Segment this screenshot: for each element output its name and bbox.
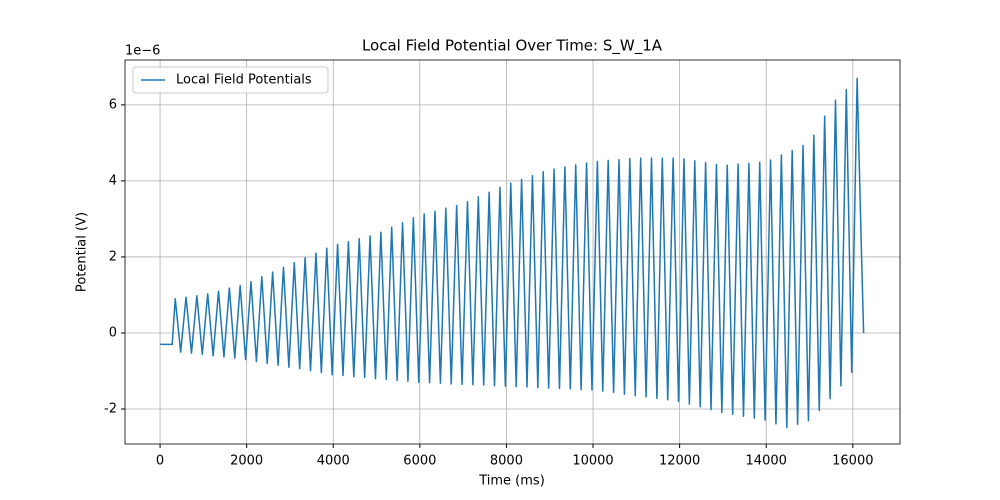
legend-box — [132, 66, 329, 94]
x-tick-label: 8000 — [490, 454, 523, 469]
y-tick-label: 2 — [109, 249, 117, 264]
chart-title: Local Field Potential Over Time: S_W_1A — [362, 37, 663, 56]
x-tick-label: 4000 — [317, 454, 350, 469]
x-tick-label: 2000 — [230, 454, 263, 469]
legend-label: Local Field Potentials — [176, 73, 312, 88]
data-line — [160, 77, 865, 429]
y-tick-label: 4 — [109, 173, 117, 188]
y-tick-label: 6 — [109, 97, 117, 112]
x-tick-label: 10000 — [572, 454, 613, 469]
y-offset-label: 1e−6 — [125, 44, 160, 59]
x-tick-label: 0 — [156, 454, 164, 469]
x-tick-label: 12000 — [659, 454, 700, 469]
y-tick-label: 0 — [109, 325, 117, 340]
x-tick-label: 16000 — [832, 454, 873, 469]
y-axis-label: Potential (V) — [75, 212, 90, 292]
plot-frame — [124, 59, 901, 445]
x-tick-label: 6000 — [403, 454, 436, 469]
y-tick-label: -2 — [104, 402, 117, 417]
x-axis-label: Time (ms) — [478, 474, 545, 489]
x-tick-label: 14000 — [746, 454, 787, 469]
